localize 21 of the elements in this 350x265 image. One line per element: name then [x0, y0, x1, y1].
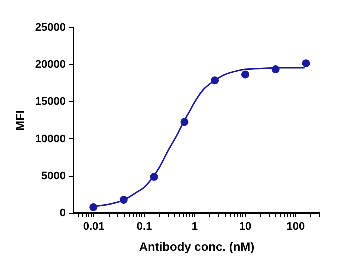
point [272, 66, 280, 74]
y-tick-label: 0 [60, 207, 66, 220]
x-tick-label: 1 [192, 221, 198, 234]
x-tick-label: 0.01 [83, 221, 105, 234]
point [211, 76, 220, 85]
point [241, 70, 250, 79]
point [150, 173, 158, 182]
point [90, 203, 98, 212]
y-tick-label: 20000 [35, 59, 66, 72]
y-tick-label: 10000 [35, 133, 66, 146]
y-tick-label: 25000 [35, 22, 66, 34]
point [180, 118, 189, 126]
x-axis-title: Antibody conc. (nM) [139, 240, 255, 254]
x-tick-label: 10 [239, 221, 252, 234]
y-tick-label: 5000 [42, 170, 66, 182]
y-axis-title: MFI [14, 110, 28, 132]
point [302, 60, 310, 68]
y-tick-label: 15000 [35, 96, 66, 108]
x-tick-label: 0.1 [136, 221, 152, 234]
x-tick-label: 100 [286, 221, 306, 234]
point [120, 196, 128, 204]
